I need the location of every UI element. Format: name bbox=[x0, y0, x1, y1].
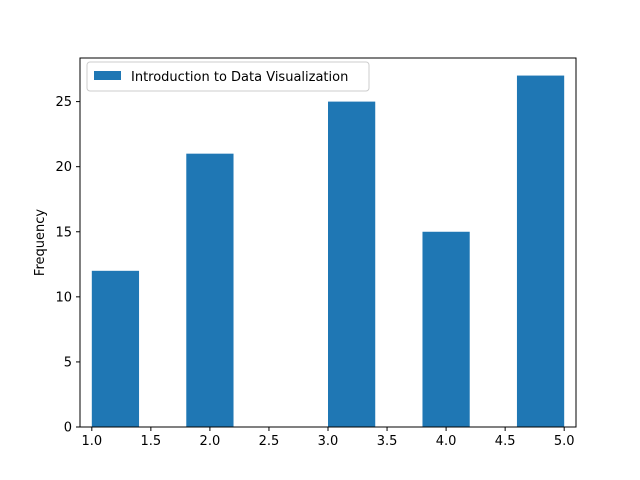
legend: Introduction to Data Visualization bbox=[86, 61, 370, 92]
histogram-bar bbox=[186, 153, 234, 427]
x-tick-label: 1.5 bbox=[141, 434, 162, 449]
x-tick-label: 4.5 bbox=[495, 434, 516, 449]
bars-group bbox=[91, 75, 565, 428]
x-tick-label: 2.0 bbox=[200, 434, 221, 449]
x-axis-ticks: 1.0 1.5 2.0 2.5 3.0 3.5 4.0 4.5 5.0 bbox=[81, 427, 575, 449]
x-tick-label: 3.0 bbox=[318, 434, 339, 449]
histogram-bar bbox=[91, 270, 140, 427]
y-axis-ticks: 0 5 10 15 20 25 bbox=[55, 95, 80, 436]
y-tick-label: 5 bbox=[64, 355, 72, 370]
y-tick-label: 20 bbox=[55, 160, 72, 175]
x-tick-label: 2.5 bbox=[259, 434, 280, 449]
x-tick-label: 4.0 bbox=[436, 434, 457, 449]
y-tick-label: 25 bbox=[55, 95, 72, 110]
x-tick-label: 1.0 bbox=[81, 434, 102, 449]
histogram-bar bbox=[516, 75, 565, 428]
legend-box bbox=[86, 61, 370, 92]
x-tick-label: 3.5 bbox=[377, 434, 398, 449]
y-tick-label: 0 bbox=[64, 421, 72, 436]
legend-label: Introduction to Data Visualization bbox=[131, 70, 348, 85]
histogram-bar bbox=[328, 101, 376, 427]
y-tick-label: 10 bbox=[55, 290, 72, 305]
x-tick-label: 5.0 bbox=[554, 434, 575, 449]
y-axis-label: Frequency bbox=[33, 209, 48, 276]
y-tick-label: 15 bbox=[55, 225, 72, 240]
histogram-bar bbox=[422, 231, 470, 427]
legend-swatch bbox=[94, 71, 121, 80]
